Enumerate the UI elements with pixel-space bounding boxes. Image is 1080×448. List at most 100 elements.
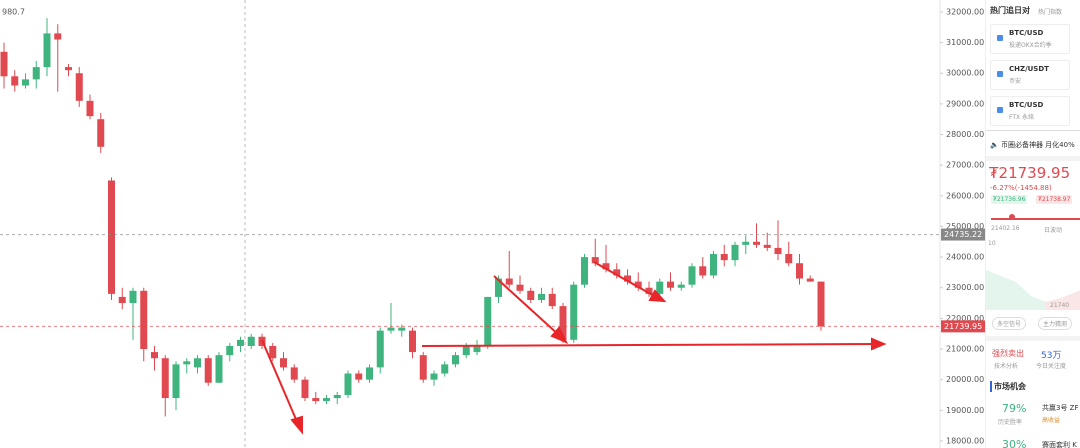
- y-tick-label: 18000.00: [946, 436, 984, 445]
- candle-body: [720, 254, 728, 261]
- candle-body: [11, 76, 19, 86]
- candle-body: [806, 278, 814, 282]
- sidebar-subtitle: 热门指数: [1038, 9, 1063, 16]
- price: ₮21739.95: [989, 164, 1071, 182]
- y-tick-label: 29000.00: [946, 99, 984, 108]
- pair-card[interactable]: BTC/USD FTX 永续: [990, 96, 1070, 126]
- candle-body: [484, 296, 492, 346]
- notice: 🔈 币圈必备神器 月化40%: [990, 141, 1075, 149]
- candle-body: [624, 275, 631, 282]
- candle-body: [688, 266, 696, 285]
- pair-desc: 币安: [1009, 78, 1022, 85]
- attention: 53万: [1041, 351, 1062, 361]
- candle-body: [656, 281, 664, 294]
- y-tick-label: 28000.00: [946, 130, 984, 139]
- chart: 980.7 32000.00 31000.00 30000.00 29000.00 28…: [0, 0, 985, 448]
- arrow: [493, 275, 561, 337]
- y-tick-label: 30000.00: [946, 69, 984, 78]
- checkbox[interactable]: [997, 35, 1003, 41]
- pair-card[interactable]: BTC/USD 投递OKX合约季: [990, 24, 1070, 54]
- pair-name: BTC/USD: [1009, 29, 1044, 37]
- checkbox[interactable]: [997, 71, 1003, 77]
- candle-body: [204, 358, 212, 383]
- candle-body: [194, 358, 201, 368]
- plan: 賽面套利 K: [1042, 441, 1077, 448]
- arrow-head: [290, 415, 303, 435]
- mini-top: 10: [988, 240, 996, 247]
- candle-body: [774, 247, 782, 255]
- checkbox[interactable]: [997, 107, 1003, 113]
- bid: ₮21736.96: [991, 195, 1028, 204]
- change: -6.27%(-1454.88): [990, 184, 1052, 192]
- sidebar-title: 热门追日对: [990, 6, 1030, 15]
- candle-body: [710, 254, 717, 276]
- candle-body: [570, 284, 578, 340]
- plot: [0, 18, 825, 417]
- divider: [986, 130, 1080, 131]
- y-tick-label: 31000.00: [946, 38, 984, 47]
- candle-body: [161, 358, 169, 399]
- ask: ₮21738.97: [1036, 195, 1073, 204]
- y-tick-label: 20000.00: [946, 375, 984, 384]
- attention-sub: 今日关注度: [1036, 363, 1067, 370]
- candle-body: [387, 327, 395, 331]
- rate: 30%: [1002, 438, 1027, 448]
- range-bar: [991, 218, 1080, 220]
- candle-body: [140, 290, 148, 350]
- arrow-head: [550, 326, 569, 344]
- y-tick-label: 26000.00: [946, 191, 984, 200]
- candle-body: [634, 281, 642, 288]
- candle-body: [237, 339, 244, 346]
- candle-body: [538, 293, 545, 300]
- sidebar: 热门追日对 热门指数 BTC/USD 投递OKX合约季 CHZ/USDT 币安 BTC/…: [985, 0, 1080, 448]
- candle-body: [65, 67, 72, 71]
- candle-body: [355, 373, 363, 380]
- candle-body: [247, 336, 255, 346]
- candle-body: [312, 398, 320, 402]
- candle-body: [516, 284, 524, 291]
- button[interactable]: 主力猜测: [1038, 317, 1073, 330]
- annotations: [261, 261, 887, 435]
- y-tick-label: 32000.00: [946, 7, 984, 16]
- candle-body: [419, 355, 427, 380]
- candle-body: [613, 269, 621, 276]
- candle-body: [398, 327, 406, 331]
- arrow: [593, 261, 657, 298]
- signal-sub: 技术分析: [994, 363, 1019, 370]
- candle-body: [796, 263, 803, 279]
- candle-body: [269, 345, 277, 359]
- candle-body: [129, 290, 137, 304]
- pair-card[interactable]: CHZ/USDT 币安: [990, 60, 1070, 90]
- range-knob: [1009, 214, 1015, 220]
- candle-body: [473, 345, 481, 353]
- candle-body: [527, 290, 535, 300]
- button[interactable]: 多空信号: [992, 317, 1027, 330]
- y-tick-label: 22000.00: [946, 314, 984, 323]
- range-low: 21402.16: [991, 225, 1020, 232]
- candle-body: [22, 79, 29, 86]
- candle-body: [118, 296, 126, 304]
- candle-body: [183, 361, 191, 365]
- candle-body: [559, 306, 567, 340]
- candle-body: [462, 345, 470, 356]
- candle-body: [785, 254, 793, 264]
- range-label: 日波动: [1044, 227, 1063, 234]
- candle-body: [226, 345, 234, 356]
- candle-body: [151, 352, 158, 359]
- candle-body: [366, 367, 373, 380]
- candle-body: [763, 244, 771, 248]
- pair-name: CHZ/USDT: [1009, 65, 1049, 73]
- candle-body: [753, 241, 760, 245]
- y-tick-label: 23000.00: [946, 283, 984, 292]
- plan: 共赢3号 ZF: [1042, 404, 1079, 412]
- candle-body: [280, 358, 287, 368]
- candle-body: [699, 266, 707, 276]
- candle-body: [430, 373, 438, 380]
- candle-body: [344, 373, 352, 395]
- candle-body: [731, 244, 739, 261]
- candle-body: [108, 180, 115, 294]
- notice-text: 币圈必备神器 月化40%: [1000, 141, 1075, 149]
- candle-body: [75, 73, 83, 101]
- signal: 强烈卖出: [992, 349, 1024, 358]
- mini-label: 21740: [1050, 302, 1070, 309]
